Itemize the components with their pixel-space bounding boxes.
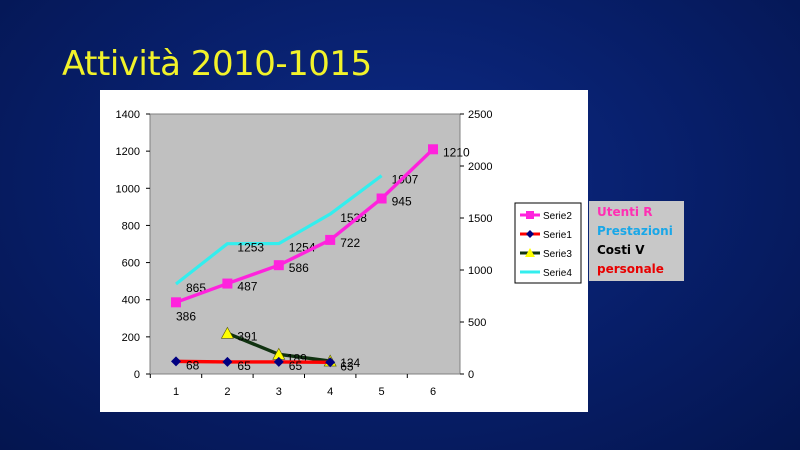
left-tick-label: 600 (122, 258, 140, 270)
marker-serie2 (428, 144, 438, 155)
right-tick-label: 1000 (468, 265, 492, 277)
legend-marker-serie1 (526, 230, 534, 238)
left-tick-label: 1200 (116, 146, 140, 158)
right-tick-label: 500 (468, 317, 486, 329)
x-tick-label: 4 (327, 386, 333, 398)
marker-serie1 (171, 356, 181, 367)
legend-label-serie4: Serie4 (543, 268, 572, 279)
marker-serie2 (325, 234, 336, 245)
x-tick-label: 5 (379, 386, 385, 398)
x-tick-label: 3 (276, 386, 282, 398)
data-label-serie2: 945 (392, 195, 412, 209)
x-tick-label: 6 (430, 386, 436, 398)
legend-marker-serie2 (526, 211, 534, 219)
marker-serie1 (222, 356, 233, 367)
marker-serie1 (325, 357, 336, 368)
legend-marker-serie3 (525, 248, 535, 257)
series-line-serie4 (175, 174, 383, 286)
side-legend: Utenti R Prestazioni Costi V personale (589, 201, 684, 281)
right-tick-label: 1500 (468, 213, 492, 225)
side-legend-item-utenti: Utenti R (597, 205, 653, 219)
data-label-serie1: 63 (340, 359, 354, 373)
data-label-serie3: 124 (340, 356, 360, 370)
side-legend-item-prestazioni: Prestazioni (597, 224, 673, 238)
series-line-serie1 (175, 359, 331, 364)
legend-label-serie1: Serie1 (543, 230, 572, 241)
marker-serie2 (376, 193, 387, 204)
marker-serie3 (220, 326, 234, 339)
marker-serie2 (171, 297, 181, 308)
data-label-serie2: 586 (289, 261, 309, 275)
right-tick-label: 2000 (468, 161, 492, 173)
x-tick-label: 1 (173, 386, 179, 398)
data-label-serie4: 1253 (237, 241, 264, 255)
data-label-serie2: 487 (237, 280, 257, 294)
side-legend-item-personale: personale (597, 262, 664, 276)
data-label-serie2: 1210 (443, 145, 470, 159)
left-tick-label: 1400 (116, 109, 140, 121)
series-line-serie2 (175, 148, 435, 304)
data-label-serie2: 722 (340, 236, 360, 250)
left-tick-label: 1000 (116, 183, 140, 195)
chart-area: 0 200 400 600 800 1000 1200 1400 0 500 1000 1500 200… (100, 90, 588, 412)
data-label-serie1: 68 (186, 358, 200, 372)
left-tick-label: 200 (122, 332, 140, 344)
plot-area (149, 113, 461, 375)
legend-label-serie3: Serie3 (543, 249, 572, 260)
right-tick-label: 2500 (468, 109, 492, 121)
legend-label-serie2: Serie2 (543, 211, 572, 222)
marker-serie2 (273, 260, 284, 271)
left-tick-label: 800 (122, 220, 140, 232)
left-tick-label: 0 (134, 369, 140, 381)
right-tick-label: 0 (468, 369, 474, 381)
marker-serie2 (222, 278, 233, 289)
side-legend-item-costi: Costi V (597, 243, 645, 257)
data-label-serie3: 391 (237, 329, 257, 343)
data-label-serie1: 65 (289, 359, 303, 373)
x-tick-label: 2 (224, 386, 230, 398)
line-chart: 0 200 400 600 800 1000 1200 1400 0 500 1000 1500 200… (116, 109, 582, 398)
marker-serie1 (273, 356, 284, 367)
data-label-serie1: 65 (237, 359, 251, 373)
data-label-serie2: 386 (176, 309, 196, 323)
left-tick-label: 400 (122, 295, 140, 307)
slide-title: Attività 2010-1015 (62, 44, 372, 84)
